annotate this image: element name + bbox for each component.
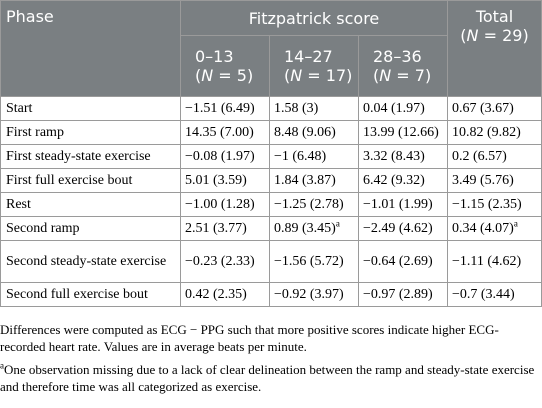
value-cell: 5.01 (3.59) bbox=[180, 168, 270, 193]
value-cell: −1.25 (2.78) bbox=[269, 192, 359, 217]
subheader-28-36: 28–36 (N = 7) bbox=[358, 35, 448, 97]
value-cell: 2.51 (3.77) bbox=[180, 216, 270, 241]
subheader-range: 14–27 bbox=[284, 47, 333, 66]
value-cell: −1.56 (5.72) bbox=[269, 240, 359, 283]
value-cell: −0.92 (3.97) bbox=[269, 282, 359, 307]
table-footnote: aOne observation missing due to a lack o… bbox=[0, 361, 541, 395]
table-row: Second ramp 2.51 (3.77) 0.89 (3.45)a −2.… bbox=[0, 216, 542, 241]
value-cell: 0.42 (2.35) bbox=[180, 282, 270, 307]
phase-cell: Rest bbox=[0, 192, 181, 217]
phase-cell: First steady-state exercise bbox=[0, 144, 181, 169]
data-table: Phase Fitzpatrick score Total (N = 29) 0… bbox=[0, 0, 542, 307]
table-note-main: Differences were computed as ECG − PPG s… bbox=[0, 322, 499, 354]
total-label: Total bbox=[475, 7, 514, 26]
phase-cell: Second steady-state exercise bbox=[0, 240, 181, 283]
table-row: Start −1.51 (6.49) 1.58 (3) 0.04 (1.97) … bbox=[0, 96, 542, 121]
value-cell: −1.00 (1.28) bbox=[180, 192, 270, 217]
value-cell: 0.2 (6.57) bbox=[447, 144, 542, 169]
phase-cell: Second full exercise bout bbox=[0, 282, 181, 307]
footnote-marker: a bbox=[335, 218, 340, 229]
table-body: Start −1.51 (6.49) 1.58 (3) 0.04 (1.97) … bbox=[0, 96, 542, 307]
value-cell: 14.35 (7.00) bbox=[180, 120, 270, 145]
value-cell: −1.51 (6.49) bbox=[180, 96, 270, 121]
fitzpatrick-header: Fitzpatrick score bbox=[180, 0, 448, 36]
table-row: Second steady-state exercise −0.23 (2.33… bbox=[0, 240, 542, 283]
subheader-range: 0–13 bbox=[195, 47, 234, 66]
value-cell: −1.01 (1.99) bbox=[358, 192, 448, 217]
table-row: Second full exercise bout 0.42 (2.35) −0… bbox=[0, 282, 542, 307]
value-cell: 13.99 (12.66) bbox=[358, 120, 448, 145]
total-header: Total (N = 29) bbox=[447, 0, 542, 97]
value-cell: 0.67 (3.67) bbox=[447, 96, 542, 121]
subheader-n: (N = 5) bbox=[195, 66, 254, 85]
table-row: First ramp 14.35 (7.00) 8.48 (9.06) 13.9… bbox=[0, 120, 542, 145]
value-cell: 0.34 (4.07)a bbox=[447, 216, 542, 241]
value-cell: 3.32 (8.43) bbox=[358, 144, 448, 169]
value-cell: 3.49 (5.76) bbox=[447, 168, 542, 193]
table-header: Phase Fitzpatrick score Total (N = 29) 0… bbox=[0, 0, 542, 97]
phase-cell: Start bbox=[0, 96, 181, 121]
table-row: First steady-state exercise −0.08 (1.97)… bbox=[0, 144, 542, 169]
value-cell: −2.49 (4.62) bbox=[358, 216, 448, 241]
phase-cell: First full exercise bout bbox=[0, 168, 181, 193]
value-cell: 1.84 (3.87) bbox=[269, 168, 359, 193]
table-row: First full exercise bout 5.01 (3.59) 1.8… bbox=[0, 168, 542, 193]
cell-value: 0.34 (4.07) bbox=[452, 221, 514, 236]
value-cell: 1.58 (3) bbox=[269, 96, 359, 121]
footnote-marker: a bbox=[513, 218, 518, 229]
value-cell: 0.04 (1.97) bbox=[358, 96, 448, 121]
value-cell: 8.48 (9.06) bbox=[269, 120, 359, 145]
value-cell: −0.08 (1.97) bbox=[180, 144, 270, 169]
value-cell: −1.15 (2.35) bbox=[447, 192, 542, 217]
value-cell: 10.82 (9.82) bbox=[447, 120, 542, 145]
table-notes: Differences were computed as ECG − PPG s… bbox=[0, 321, 541, 395]
value-cell: −1 (6.48) bbox=[269, 144, 359, 169]
phase-cell: First ramp bbox=[0, 120, 181, 145]
subheader-0-13: 0–13 (N = 5) bbox=[180, 35, 270, 97]
footnote-marker: a bbox=[0, 360, 4, 371]
subheader-n: (N = 7) bbox=[373, 66, 432, 85]
subheader-n: (N = 17) bbox=[284, 66, 353, 85]
value-cell: 6.42 (9.32) bbox=[358, 168, 448, 193]
value-cell: 0.89 (3.45)a bbox=[269, 216, 359, 241]
footnote-text: One observation missing due to a lack of… bbox=[0, 362, 535, 394]
subheader-14-27: 14–27 (N = 17) bbox=[269, 35, 359, 97]
table-row: Rest −1.00 (1.28) −1.25 (2.78) −1.01 (1.… bbox=[0, 192, 542, 217]
total-n-label: (N = 29) bbox=[460, 26, 529, 45]
value-cell: −0.23 (2.33) bbox=[180, 240, 270, 283]
value-cell: −1.11 (4.62) bbox=[447, 240, 542, 283]
value-cell: −0.7 (3.44) bbox=[447, 282, 542, 307]
phase-cell: Second ramp bbox=[0, 216, 181, 241]
value-cell: −0.64 (2.69) bbox=[358, 240, 448, 283]
phase-header: Phase bbox=[0, 0, 181, 97]
value-cell: −0.97 (2.89) bbox=[358, 282, 448, 307]
cell-value: 0.89 (3.45) bbox=[274, 221, 336, 236]
subheader-range: 28–36 bbox=[373, 47, 422, 66]
